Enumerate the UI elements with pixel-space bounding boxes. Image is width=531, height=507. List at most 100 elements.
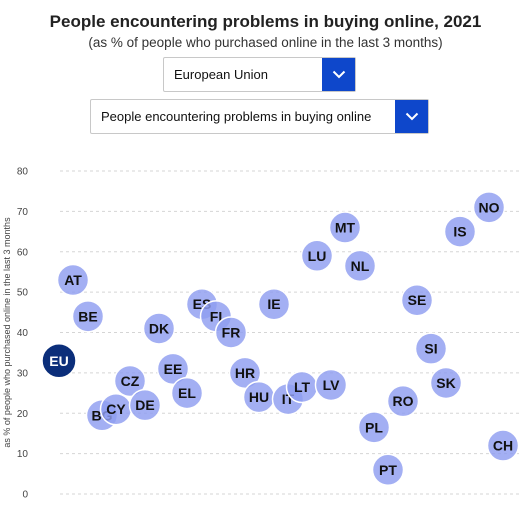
bubble-point[interactable] xyxy=(343,249,377,283)
y-tick-label: 40 xyxy=(17,328,29,339)
indicator-select[interactable]: People encountering problems in buying o… xyxy=(90,99,429,134)
bubble-lu[interactable]: LU xyxy=(300,239,334,273)
bubble-point[interactable] xyxy=(142,312,176,345)
bubble-be[interactable]: BE xyxy=(71,300,105,333)
bubble-point[interactable] xyxy=(314,368,348,402)
bubble-sk[interactable]: SK xyxy=(429,366,463,400)
bubble-pt[interactable]: PT xyxy=(371,453,405,487)
bubble-point[interactable] xyxy=(429,366,463,400)
bubble-label: PT xyxy=(379,462,397,478)
bubble-point[interactable] xyxy=(71,300,105,333)
bubble-si[interactable]: SI xyxy=(414,332,448,365)
country-select-value: European Union xyxy=(174,67,268,82)
y-tick-label: 50 xyxy=(17,288,29,299)
bubble-point[interactable] xyxy=(486,429,520,462)
bubble-hu[interactable]: HU xyxy=(242,380,276,414)
indicator-select-button[interactable] xyxy=(395,100,428,133)
bubble-point[interactable] xyxy=(371,453,405,487)
bubble-label: MT xyxy=(335,220,356,236)
bubble-label: DE xyxy=(135,397,154,413)
bubble-label: DK xyxy=(149,320,169,336)
bubble-point[interactable] xyxy=(472,191,506,224)
bubble-no[interactable]: NO xyxy=(472,191,506,224)
bubble-is[interactable]: IS xyxy=(443,215,477,248)
indicator-select-value: People encountering problems in buying o… xyxy=(101,109,372,124)
y-axis-ticks: 0 10 20 30 40 50 60 70 80 xyxy=(17,167,29,501)
bubble-label: SK xyxy=(436,375,455,391)
bubble-point[interactable] xyxy=(214,316,248,349)
bubble-point[interactable] xyxy=(42,344,76,378)
bubble-at[interactable]: AT xyxy=(56,263,90,297)
bubble-point[interactable] xyxy=(228,356,262,390)
bubble-label: LU xyxy=(308,248,327,264)
bubble-eu[interactable]: EU xyxy=(42,344,76,378)
y-tick-label: 80 xyxy=(17,167,29,178)
bubble-de[interactable]: DE xyxy=(128,388,162,422)
bubble-cy[interactable]: CY xyxy=(99,392,133,426)
bubble-point[interactable] xyxy=(300,239,334,273)
y-tick-label: 20 xyxy=(17,409,29,420)
bubble-cz[interactable]: CZ xyxy=(113,364,147,398)
y-tick-label: 0 xyxy=(22,490,28,501)
bubble-mt[interactable]: MT xyxy=(328,211,362,244)
bubble-lv[interactable]: LV xyxy=(314,368,348,402)
bubble-label: LV xyxy=(323,377,341,393)
bubble-label: SI xyxy=(424,341,437,357)
bubble-hr[interactable]: HR xyxy=(228,356,262,390)
bubble-point[interactable] xyxy=(357,411,391,444)
bubble-pl[interactable]: PL xyxy=(357,411,391,444)
bubble-label: NO xyxy=(479,199,500,215)
y-tick-label: 10 xyxy=(17,449,29,460)
bubble-el[interactable]: EL xyxy=(170,376,204,410)
chevron-down-icon xyxy=(405,112,418,121)
bubble-label: PL xyxy=(365,419,383,435)
bubble-ee[interactable]: EE xyxy=(156,352,190,386)
bubble-point[interactable] xyxy=(400,283,434,317)
bubble-chart: 0 10 20 30 40 50 60 70 80 as % of people who pur… xyxy=(2,167,520,501)
bubble-label: CY xyxy=(106,401,126,417)
bubble-point[interactable] xyxy=(328,211,362,244)
bubble-nl[interactable]: NL xyxy=(343,249,377,283)
country-select-button[interactable] xyxy=(322,58,355,91)
bubble-label: HU xyxy=(249,389,269,405)
bubble-label: EE xyxy=(164,361,183,377)
bubble-label: SE xyxy=(408,292,427,308)
country-select[interactable]: European Union xyxy=(163,57,356,92)
bubble-label: BE xyxy=(78,308,97,324)
bubble-label: NL xyxy=(351,258,370,274)
bubble-fr[interactable]: FR xyxy=(214,316,248,349)
y-axis-label: as % of people who purchased online in t… xyxy=(2,217,12,448)
bubble-label: CH xyxy=(493,438,513,454)
bubble-point[interactable] xyxy=(443,215,477,248)
bubble-dk[interactable]: DK xyxy=(142,312,176,345)
bubble-label: RO xyxy=(393,393,414,409)
bubble-se[interactable]: SE xyxy=(400,283,434,317)
bubble-label: IS xyxy=(453,224,466,240)
bubble-ie[interactable]: IE xyxy=(257,287,291,321)
bubble-point[interactable] xyxy=(113,364,147,398)
bubble-label: FI xyxy=(210,308,222,324)
bubble-label: FR xyxy=(222,325,241,341)
bubble-lt[interactable]: LT xyxy=(285,370,319,404)
bubble-label: AT xyxy=(64,272,82,288)
chart-title: People encountering problems in buying o… xyxy=(49,12,482,31)
bubble-label: HR xyxy=(235,365,255,381)
y-tick-label: 30 xyxy=(17,368,29,379)
y-tick-label: 60 xyxy=(17,247,29,258)
bubble-point[interactable] xyxy=(414,332,448,365)
bubble-label: IE xyxy=(267,296,280,312)
bubbles: EUATBEBGCYCZDEDKEEELESFIFRHRHUIEITLTLVLU… xyxy=(42,191,520,487)
bubble-ch[interactable]: CH xyxy=(486,429,520,462)
bubble-label: CZ xyxy=(121,373,140,389)
bubble-point[interactable] xyxy=(170,376,204,410)
bubble-label: EU xyxy=(49,353,68,369)
bubble-point[interactable] xyxy=(257,287,291,321)
bubble-label: LT xyxy=(294,379,311,395)
bubble-point[interactable] xyxy=(386,384,420,418)
bubble-point[interactable] xyxy=(128,388,162,422)
bubble-point[interactable] xyxy=(56,263,90,297)
chevron-down-icon xyxy=(332,70,345,79)
bubble-label: EL xyxy=(178,385,196,401)
bubble-ro[interactable]: RO xyxy=(386,384,420,418)
bubble-point[interactable] xyxy=(156,352,190,386)
